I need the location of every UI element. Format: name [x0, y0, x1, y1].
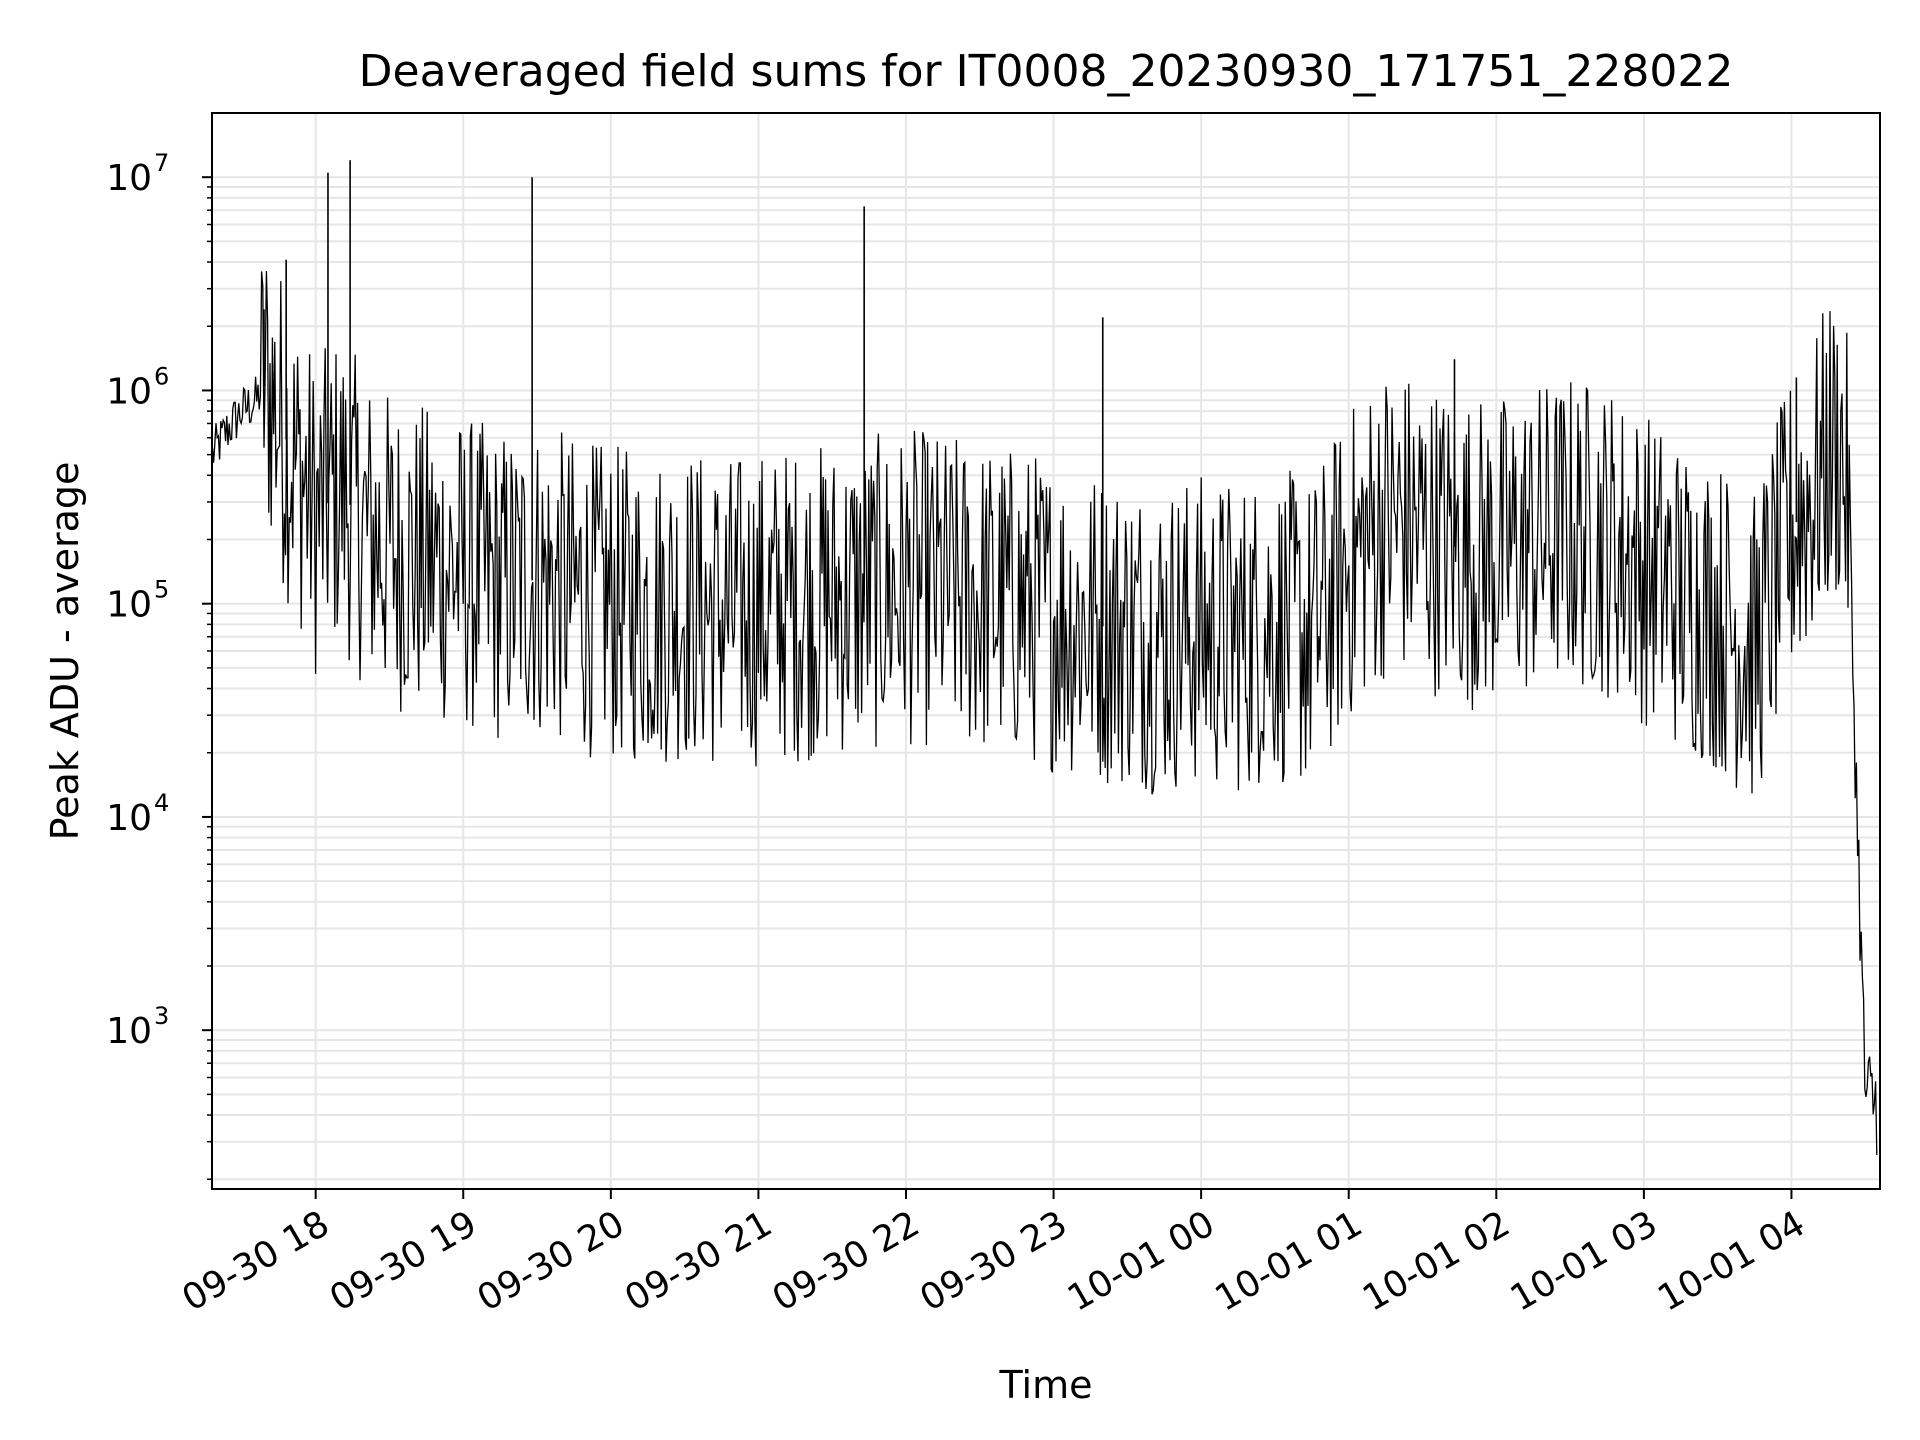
- chart-title: Deaveraged field sums for IT0008_2023093…: [359, 46, 1734, 97]
- series-layer: [211, 160, 1878, 1156]
- y-tick-exponent: 3: [154, 1002, 169, 1030]
- x-tick-label: 10-01 03: [1504, 1203, 1665, 1319]
- x-tick-label: 09-30 18: [175, 1203, 336, 1319]
- y-tick-exponent: 6: [154, 362, 169, 390]
- y-tick-exponent: 5: [154, 576, 169, 604]
- x-tick-label: 10-01 01: [1209, 1203, 1370, 1319]
- y-tick-exponent: 7: [154, 149, 169, 177]
- x-tick-label: 10-01 02: [1356, 1203, 1517, 1319]
- y-tick-label: 10: [106, 585, 152, 626]
- x-tick-label: 09-30 20: [471, 1203, 632, 1319]
- y-tick-label: 10: [106, 798, 152, 839]
- x-tick-label: 09-30 23: [913, 1203, 1074, 1319]
- y-tick-label: 10: [106, 158, 152, 199]
- x-tick-label: 10-01 04: [1651, 1203, 1812, 1319]
- y-tick-exponent: 4: [154, 789, 169, 817]
- y-axis-label: Peak ADU - average: [43, 462, 87, 841]
- y-tick-label: 10: [106, 1011, 152, 1052]
- y-tick-label: 10: [106, 371, 152, 412]
- x-axis-label: Time: [999, 1363, 1093, 1407]
- x-tick-label: 10-01 00: [1061, 1203, 1222, 1319]
- series-line: [211, 270, 1878, 1156]
- x-tick-label: 09-30 19: [323, 1203, 484, 1319]
- x-tick-label: 09-30 21: [618, 1203, 779, 1319]
- x-tick-label: 09-30 22: [766, 1203, 927, 1319]
